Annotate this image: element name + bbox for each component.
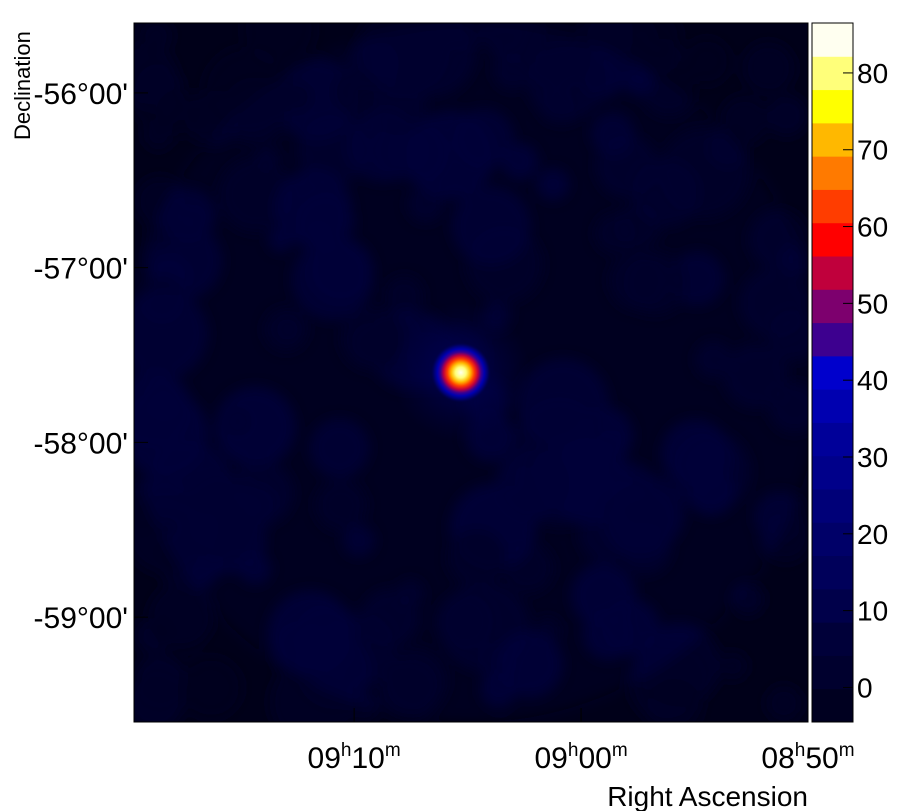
background-patches — [134, 23, 808, 722]
background-patch — [264, 307, 308, 352]
background-patch — [255, 146, 280, 171]
source-blob — [430, 342, 491, 403]
background-patch — [687, 468, 735, 516]
background-patch — [594, 213, 636, 254]
background-patch — [373, 81, 428, 136]
colorbar-segment — [812, 588, 853, 623]
background-patch — [694, 340, 733, 379]
colorbar-segment — [812, 622, 853, 656]
colorbar-segment — [812, 189, 853, 224]
colorbar-tick-label: 30 — [857, 442, 888, 473]
background-patch — [625, 67, 654, 97]
background-patch — [281, 82, 313, 113]
colorbar-tick-label: 0 — [857, 672, 873, 703]
colorbar-segment — [812, 156, 853, 190]
background-patch — [501, 142, 539, 180]
background-patch — [342, 524, 375, 557]
colorbar-tick-label: 70 — [857, 135, 888, 166]
background-patch — [447, 528, 507, 588]
colorbar-segment — [812, 688, 853, 723]
x-tick-label: 09h00m — [534, 740, 627, 775]
y-tick-label: -58°00' — [34, 427, 128, 460]
colorbar-segment — [812, 322, 853, 357]
colorbar — [811, 22, 854, 723]
background-patch — [570, 562, 637, 628]
background-patch — [603, 484, 678, 560]
background-patch — [377, 658, 441, 721]
background-patch — [134, 288, 208, 380]
colorbar-segment — [812, 222, 853, 257]
colorbar-segment — [812, 555, 853, 590]
y-tick-label: -59°00' — [34, 602, 128, 635]
background-patch — [384, 275, 424, 315]
colorbar-segment — [812, 23, 853, 57]
background-patch — [496, 630, 564, 698]
colorbar-tick-label: 10 — [857, 596, 888, 627]
background-patch — [590, 112, 635, 156]
background-patch — [223, 407, 253, 436]
background-patch — [309, 418, 370, 478]
background-patch — [267, 590, 353, 676]
background-patch — [632, 158, 701, 227]
background-patch — [387, 23, 476, 98]
colorbar-segment — [812, 256, 853, 290]
y-tick-label: -56°00' — [34, 78, 128, 111]
x-tick-label: 08h50m — [761, 740, 854, 775]
background-patch — [723, 343, 789, 409]
colorbar-tick-label: 80 — [857, 58, 888, 89]
colorbar-segment — [812, 422, 853, 457]
colorbar-segment — [812, 522, 853, 557]
colorbar-tick-label: 50 — [857, 288, 888, 319]
background-patch — [493, 52, 531, 91]
x-tick-label: 09h10m — [308, 740, 401, 775]
colorbar-segment — [812, 289, 853, 324]
x-axis-ticks: 09h10m 09h00m 08h50m — [308, 708, 855, 775]
background-patch — [315, 479, 368, 532]
background-patch — [307, 237, 374, 303]
y-axis-ticks: -56°00' -57°00' -58°00' -59°00' — [34, 78, 148, 635]
colorbar-segment — [812, 655, 853, 690]
background-patch — [451, 186, 531, 266]
heatmap-area — [134, 23, 808, 722]
background-patch — [496, 446, 570, 520]
background-patch — [332, 69, 378, 115]
x-axis-title: Right Ascension — [607, 781, 808, 811]
background-patch — [537, 168, 570, 201]
colorbar-segment — [812, 389, 853, 423]
background-patch — [623, 251, 687, 315]
colorbar-frame — [811, 22, 854, 723]
background-patch — [526, 42, 606, 121]
background-patch — [134, 389, 209, 477]
background-patch — [160, 188, 216, 243]
colorbar-tick-label: 40 — [857, 365, 888, 396]
colorbar-segment — [812, 122, 853, 157]
background-patch — [274, 169, 352, 247]
y-tick-label: -57°00' — [34, 253, 128, 286]
background-patch — [214, 386, 296, 468]
background-patch — [406, 110, 495, 200]
colorbar-segment — [812, 89, 853, 124]
colorbar-segment — [812, 489, 853, 523]
y-axis-title: Declination — [10, 31, 35, 140]
background-patch — [218, 157, 293, 233]
background-patch — [361, 588, 420, 648]
background-patch — [768, 310, 808, 361]
colorbar-segment — [812, 455, 853, 490]
background-patch — [340, 306, 405, 371]
colorbar-tick-label: 20 — [857, 519, 888, 550]
colorbar-tick-label: 60 — [857, 212, 888, 243]
colorbar-segment — [812, 355, 853, 390]
background-patch — [517, 358, 609, 450]
map-frame — [133, 22, 809, 723]
colorbar-ticks: 0 10 20 30 40 50 60 70 80 — [843, 58, 888, 703]
